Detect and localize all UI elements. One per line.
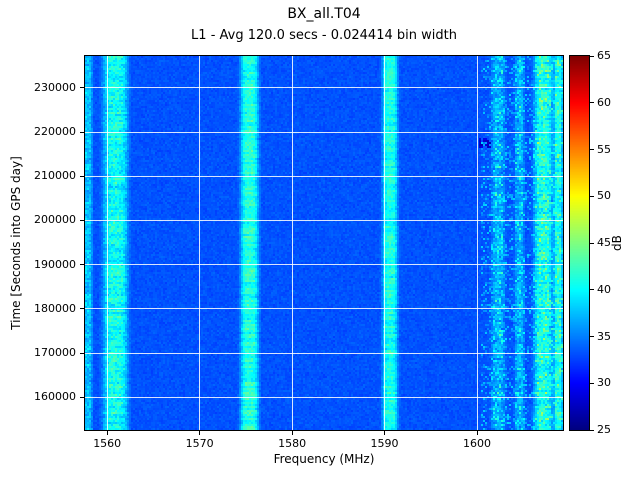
colorbar-tick xyxy=(590,102,594,104)
x-tick-label: 1590 xyxy=(370,437,399,450)
colorbar-tick xyxy=(590,429,594,431)
colorbar-tick xyxy=(590,289,594,291)
y-tick-label: 190000 xyxy=(34,257,76,271)
x-tick xyxy=(106,431,108,435)
x-tick xyxy=(291,431,293,435)
y-tick xyxy=(80,352,84,354)
y-tick xyxy=(80,87,84,89)
x-tick-label: 1560 xyxy=(93,437,122,450)
y-tick-label: 160000 xyxy=(34,390,76,404)
y-tick-label: 210000 xyxy=(34,169,76,183)
axes-title: L1 - Avg 120.0 secs - 0.024414 bin width xyxy=(191,28,457,43)
colorbar-tick-label: 30 xyxy=(597,376,611,390)
colorbar-tick-label: 45 xyxy=(597,236,611,249)
colorbar xyxy=(569,55,590,431)
y-tick xyxy=(80,264,84,266)
colorbar-tick xyxy=(590,55,594,57)
y-tick-label: 230000 xyxy=(34,80,76,94)
colorbar-tick xyxy=(590,336,594,337)
figure-title: BX_all.T04 xyxy=(287,6,361,22)
y-tick-label: 170000 xyxy=(34,346,76,360)
y-tick xyxy=(80,175,84,177)
colorbar-tick-label: 35 xyxy=(597,329,611,343)
colorbar-tick-label: 25 xyxy=(597,423,611,436)
colorbar-tick-label: 55 xyxy=(597,142,611,156)
x-tick xyxy=(199,431,201,435)
x-tick xyxy=(384,431,386,435)
colorbar-tick-label: 65 xyxy=(597,49,611,62)
colorbar-tick-label: 40 xyxy=(597,282,611,296)
y-tick xyxy=(80,396,84,398)
y-tick xyxy=(80,131,84,133)
colorbar-tick xyxy=(590,195,594,197)
colorbar-tick-label: 50 xyxy=(597,189,611,203)
x-tick xyxy=(476,431,478,435)
y-tick-label: 180000 xyxy=(34,301,76,315)
y-axis-label: Time [Seconds into GPS day] xyxy=(9,156,23,330)
heatmap-canvas xyxy=(85,56,563,430)
x-axis-label: Frequency (MHz) xyxy=(273,452,375,466)
y-tick xyxy=(80,219,84,221)
x-tick-label: 1580 xyxy=(278,437,307,450)
plot-area xyxy=(84,55,564,431)
y-tick-label: 220000 xyxy=(34,125,76,139)
colorbar-tick xyxy=(590,149,594,150)
colorbar-label: dB xyxy=(610,235,624,251)
colorbar-tick xyxy=(590,242,594,244)
colorbar-tick xyxy=(590,382,594,384)
x-tick-label: 1570 xyxy=(185,437,214,450)
colorbar-canvas xyxy=(570,56,589,430)
y-tick-label: 200000 xyxy=(34,213,76,227)
y-tick xyxy=(80,308,84,310)
x-tick-label: 1600 xyxy=(463,437,491,450)
colorbar-tick-label: 60 xyxy=(597,95,611,109)
